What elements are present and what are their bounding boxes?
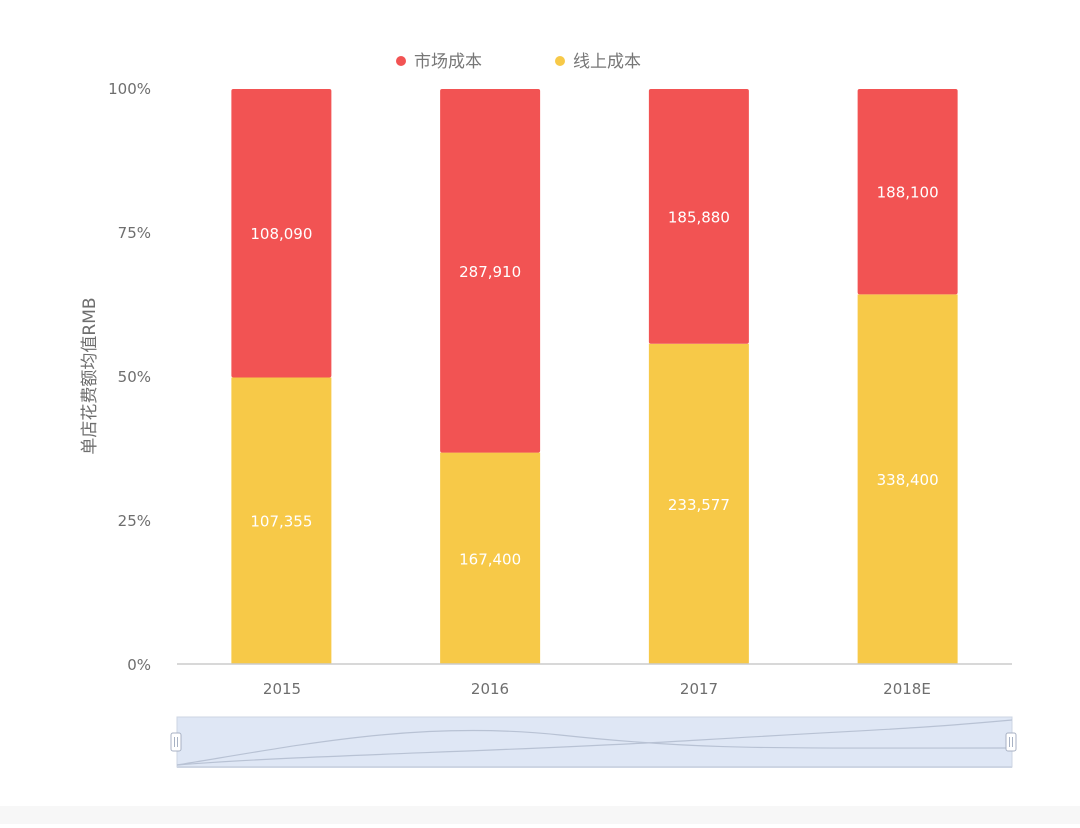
data-label-online-2017: 233,577: [668, 496, 730, 514]
bar-online-2015[interactable]: [231, 377, 332, 664]
y-tick-label: 0%: [127, 656, 151, 674]
y-axis: 0% 25% 50% 75% 100%: [108, 80, 151, 674]
y-axis-title: 单店花费额均值RMB: [80, 297, 100, 454]
x-axis: 2015 2016 2017 2018E: [263, 680, 931, 698]
data-label-market-2017: 185,880: [668, 208, 730, 226]
data-label-market-2015: 108,090: [250, 225, 312, 243]
legend-label-online: 线上成本: [573, 52, 641, 72]
data-label-online-2016: 167,400: [459, 550, 521, 568]
data-zoom-handle-left[interactable]: [170, 732, 182, 752]
data-label-market-2016: 287,910: [459, 263, 521, 281]
data-zoom-slider[interactable]: [170, 716, 1017, 768]
y-tick-label: 100%: [108, 80, 151, 98]
footer-band: [0, 806, 1080, 824]
data-zoom-handle-right-box[interactable]: [1005, 732, 1017, 752]
bar-market-2018E[interactable]: [857, 89, 958, 295]
legend-marker-online: [555, 56, 565, 66]
data-label-market-2018E: 188,100: [877, 184, 939, 202]
data-label-online-2015: 107,355: [250, 513, 312, 531]
data-zoom-shadow-line-online: [176, 719, 1013, 766]
bar-market-2015[interactable]: [231, 89, 332, 378]
legend-label-market: 市场成本: [414, 52, 482, 72]
data-zoom-track[interactable]: [176, 716, 1013, 768]
x-tick-label: 2018E: [883, 680, 931, 698]
data-zoom-handle-right[interactable]: [1005, 732, 1017, 752]
legend[interactable]: 市场成本 线上成本: [396, 52, 641, 72]
bar-online-2016[interactable]: [440, 452, 541, 664]
y-tick-label: 50%: [118, 368, 151, 386]
bar-market-2017[interactable]: [648, 89, 749, 344]
legend-marker-market: [396, 56, 406, 66]
y-tick-label: 75%: [118, 224, 151, 242]
legend-item-market[interactable]: 市场成本: [396, 52, 482, 72]
bar-market-2016[interactable]: [440, 89, 541, 453]
x-tick-label: 2016: [471, 680, 509, 698]
data-zoom-shadow-line-market: [176, 729, 1013, 766]
bar-online-2018E[interactable]: [857, 294, 958, 664]
bars: 107,355 108,090 167,400 287,910 233,577 185,8…: [231, 89, 958, 664]
x-tick-label: 2017: [680, 680, 718, 698]
data-label-online-2018E: 338,400: [877, 471, 939, 489]
legend-item-online[interactable]: 线上成本: [555, 52, 641, 72]
y-tick-label: 25%: [118, 512, 151, 530]
bar-online-2017[interactable]: [648, 343, 749, 664]
data-zoom-handle-left-box[interactable]: [170, 732, 182, 752]
x-tick-label: 2015: [263, 680, 301, 698]
